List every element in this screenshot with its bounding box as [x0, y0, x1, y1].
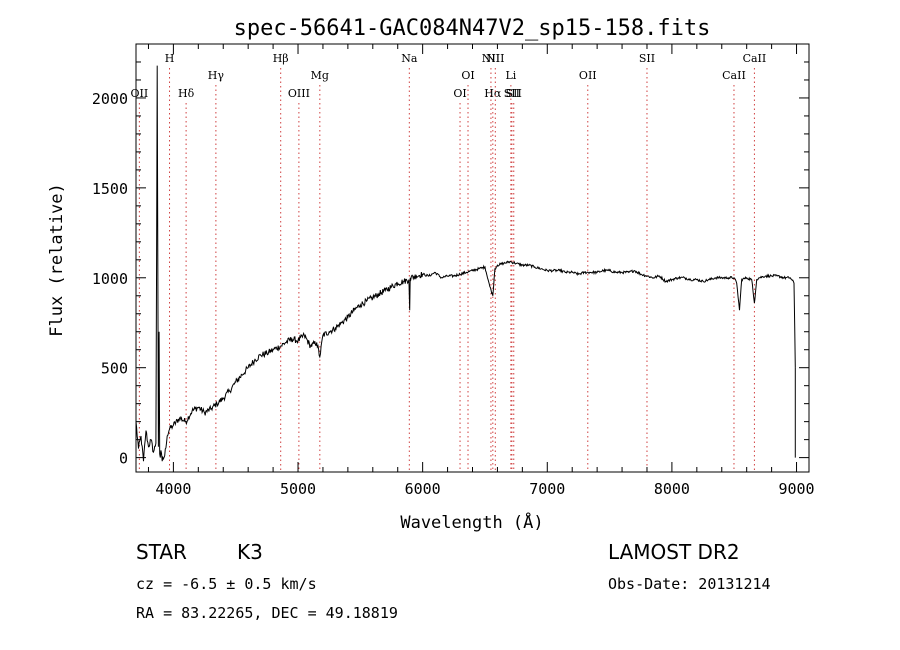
- y-tick-label: 2000: [92, 90, 128, 108]
- spectrum-chart: spec-56641-GAC084N47V2_sp15-158.fits OII…: [47, 16, 815, 533]
- spectral-line-label: OII: [579, 69, 597, 82]
- spectral-line-label: Hα: [484, 87, 502, 100]
- axis-ticks: 4000 5000 6000 7000 8000 9000 0 500 1000 1500 2000: [92, 44, 815, 498]
- y-tick-label: 500: [101, 360, 128, 378]
- spectral-line-label: OIII: [288, 87, 310, 100]
- observation-date: Obs-Date: 20131214: [608, 575, 771, 593]
- spectral-line-label: Li: [505, 69, 516, 82]
- spectral-line-label: NII: [486, 52, 504, 65]
- spectral-line-label: Hδ: [178, 87, 195, 100]
- y-tick-label: 1500: [92, 180, 128, 198]
- spectral-line-label: SII: [506, 87, 522, 100]
- spectral-line-label: H: [165, 52, 175, 65]
- spectral-line-label: Mg: [311, 69, 329, 82]
- x-tick-label: 8000: [654, 480, 690, 498]
- spectral-line-label: OI: [453, 87, 466, 100]
- spectrum-line: [135, 65, 796, 462]
- spectrum-series: [135, 65, 796, 462]
- spectral-line-label: OI: [461, 69, 474, 82]
- spectral-line-label: OII: [131, 87, 149, 100]
- spectral-line-label: SII: [639, 52, 655, 65]
- x-tick-label: 6000: [405, 480, 441, 498]
- chart-title: spec-56641-GAC084N47V2_sp15-158.fits: [234, 16, 711, 41]
- spectral-line-markers: OIIHHδHγHβOIIIMgNaOIOINIIHαNIILiSIISIIOI…: [131, 52, 767, 472]
- survey-name: LAMOST DR2: [608, 540, 740, 564]
- object-subclass: K3: [237, 540, 263, 564]
- spectral-line-label: CaII: [722, 69, 746, 82]
- x-tick-label: 7000: [529, 480, 565, 498]
- spectral-line-label: Hγ: [208, 69, 225, 82]
- object-class: STAR: [136, 540, 187, 564]
- y-tick-label: 0: [119, 450, 128, 468]
- sky-coordinates: RA = 83.22265, DEC = 49.18819: [136, 604, 398, 622]
- spectral-line-label: Hβ: [273, 52, 289, 65]
- x-tick-label: 5000: [280, 480, 316, 498]
- plot-frame: [135, 43, 810, 473]
- spectral-line-label: CaII: [743, 52, 767, 65]
- x-tick-label: 9000: [778, 480, 814, 498]
- y-axis-label: Flux (relative): [47, 183, 67, 337]
- spectral-line-label: Na: [401, 52, 418, 65]
- spectral-line-label: NII: [482, 52, 500, 65]
- x-tick-label: 4000: [155, 480, 191, 498]
- redshift-velocity: cz = -6.5 ± 0.5 km/s: [136, 575, 317, 593]
- y-tick-label: 1000: [92, 270, 128, 288]
- x-axis-label: Wavelength (Å): [400, 511, 543, 533]
- spectral-line-label: SII: [504, 87, 520, 100]
